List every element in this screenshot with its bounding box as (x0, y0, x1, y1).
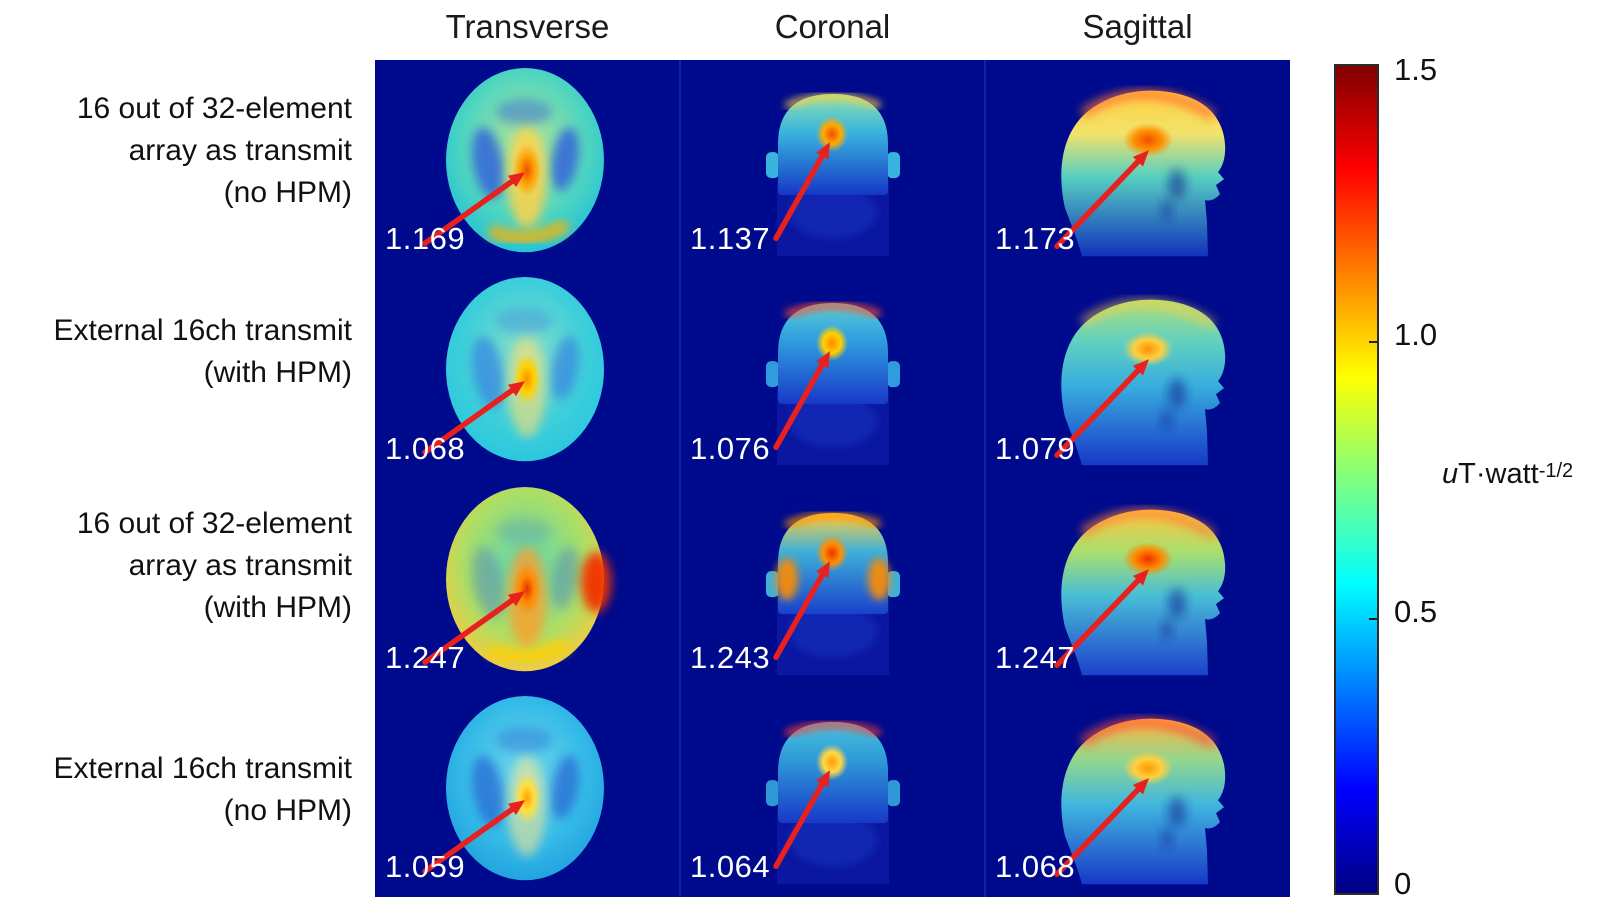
map-cell-transverse-row3: 1.059 (375, 688, 680, 897)
row-label-0: 16 out of 32-element array as transmit (no… (0, 88, 352, 214)
peak-value: 1.173 (995, 221, 1076, 257)
peak-value: 1.068 (995, 849, 1076, 884)
map-cell-sagittal-row0: 1.173 (985, 60, 1290, 269)
row-label-3: External 16ch transmit (no HPM) (0, 748, 352, 832)
row-label-2: 16 out of 32-element array as transmit (wi… (0, 503, 352, 629)
column-header-transverse: Transverse (445, 8, 610, 45)
row-label-line: array as transmit (128, 134, 352, 167)
map-cell-coronal-row3: 1.064 (680, 688, 985, 897)
transverse-map (422, 277, 604, 462)
peak-value: 1.059 (385, 849, 466, 884)
colorbar-tick (1369, 341, 1377, 343)
row-label-line: array as transmit (128, 549, 352, 582)
row-label-line: (no HPM) (223, 794, 352, 827)
peak-value: 1.076 (690, 430, 771, 466)
unit-superscript: -1/2 (1538, 460, 1574, 482)
colorbar-tick-label: 0 (1394, 866, 1412, 901)
unit-base: T·watt (1458, 458, 1539, 490)
peak-value: 1.137 (690, 221, 771, 257)
sagittal-map (1054, 509, 1226, 675)
column-separator (984, 60, 986, 897)
transverse-map (422, 68, 604, 253)
transverse-map (422, 695, 604, 880)
unit-italic-u: u (1442, 458, 1459, 490)
sagittal-map (1054, 718, 1226, 884)
peak-value: 1.247 (385, 639, 466, 675)
row-label-line: External 16ch transmit (53, 314, 352, 347)
coronal-map (766, 302, 900, 466)
peak-value: 1.169 (385, 221, 466, 257)
colorbar-tick-label: 0.5 (1394, 594, 1438, 629)
colorbar (1334, 64, 1379, 895)
column-separator (679, 60, 681, 897)
maps-panel: 1.169 1.137 1.173 1.068 (375, 60, 1290, 897)
transverse-map (422, 486, 611, 671)
colorbar-tick-label: 1.5 (1394, 52, 1438, 87)
row-label-line: 16 out of 32-element (76, 92, 352, 125)
map-cell-coronal-row2: 1.243 (680, 479, 985, 688)
sagittal-map (1054, 90, 1226, 257)
row-label-line: (with HPM) (203, 591, 352, 624)
peak-value: 1.079 (995, 430, 1076, 466)
colorbar-tick (1369, 618, 1377, 620)
map-cell-coronal-row0: 1.137 (680, 60, 985, 269)
row-label-line: (with HPM) (203, 356, 352, 389)
coronal-map (766, 720, 900, 884)
row-label-1: External 16ch transmit (with HPM) (0, 310, 352, 394)
column-header-coronal: Coronal (774, 8, 891, 45)
peak-value: 1.064 (690, 849, 771, 884)
map-cell-sagittal-row2: 1.247 (985, 479, 1290, 688)
sagittal-map (1054, 299, 1226, 466)
column-header-sagittal: Sagittal (1082, 8, 1193, 45)
peak-value: 1.068 (385, 430, 466, 466)
coronal-map (766, 93, 900, 257)
colorbar-unit-label: uT·watt-1/2 (1442, 458, 1613, 491)
peak-value: 1.243 (690, 639, 771, 675)
map-cell-sagittal-row3: 1.068 (985, 688, 1290, 897)
map-cell-coronal-row1: 1.076 (680, 269, 985, 478)
map-cell-transverse-row0: 1.169 (375, 60, 680, 269)
colorbar-tick-label: 1.0 (1394, 317, 1438, 352)
map-cell-transverse-row2: 1.247 (375, 479, 680, 688)
map-cell-transverse-row1: 1.068 (375, 269, 680, 478)
peak-value: 1.247 (995, 639, 1076, 675)
row-label-line: 16 out of 32-element (76, 507, 352, 540)
map-cell-sagittal-row1: 1.079 (985, 269, 1290, 478)
row-label-line: (no HPM) (223, 176, 352, 209)
row-label-line: External 16ch transmit (53, 752, 352, 785)
coronal-map (766, 511, 900, 675)
